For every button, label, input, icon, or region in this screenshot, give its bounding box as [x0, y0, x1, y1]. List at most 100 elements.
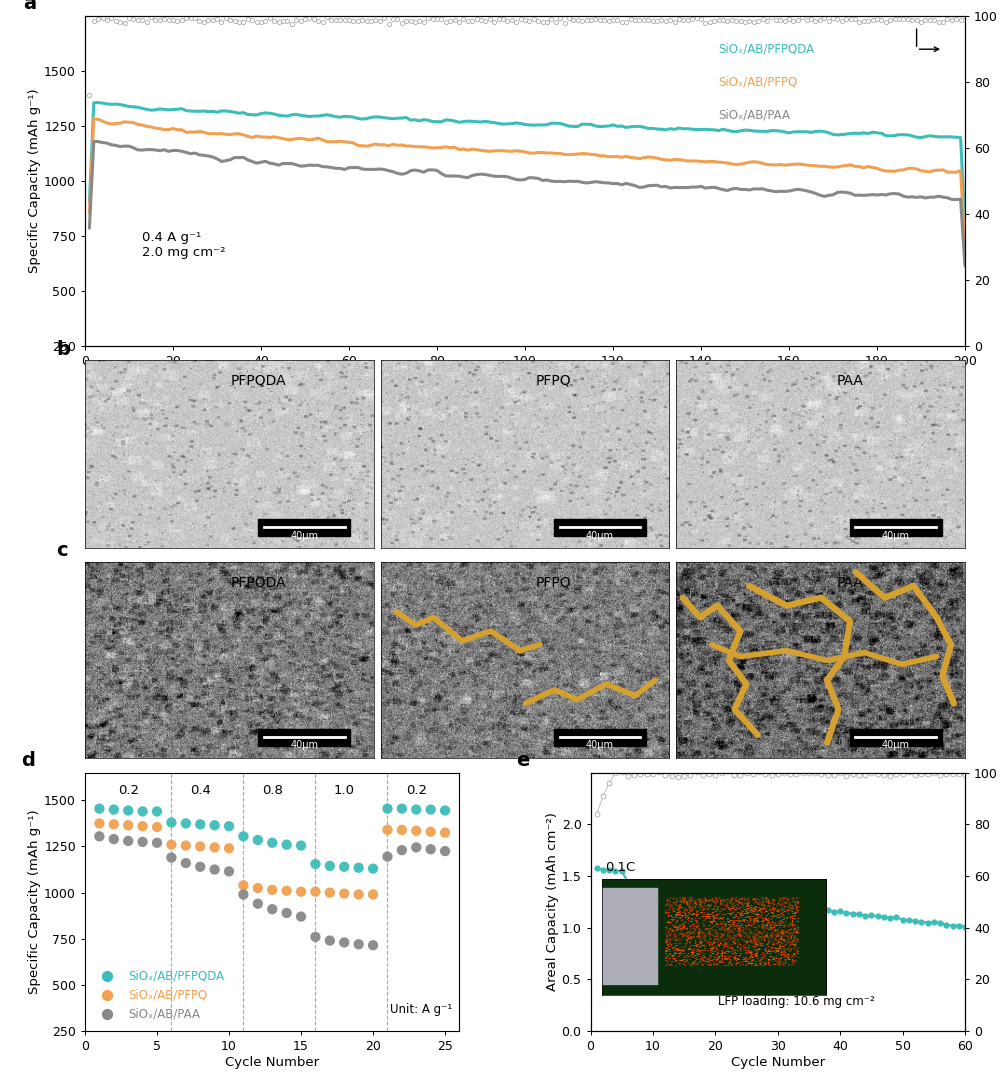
Text: PFPQ: PFPQ [536, 374, 572, 388]
Text: 40μm: 40μm [882, 741, 910, 751]
Point [106, 831, 122, 848]
Point [235, 886, 251, 903]
X-axis label: Cycle Number: Cycle Number [478, 370, 572, 383]
Point [408, 838, 424, 856]
Point [293, 837, 309, 854]
Point [322, 932, 338, 950]
Point [279, 904, 295, 922]
Point [120, 801, 136, 819]
Point [264, 901, 280, 918]
Text: 0.1C: 0.1C [606, 861, 636, 874]
X-axis label: Cycle Number: Cycle Number [731, 1056, 825, 1069]
Point [163, 849, 179, 866]
Point [279, 882, 295, 899]
Text: 40μm: 40μm [586, 741, 614, 751]
Point [135, 803, 151, 820]
Point [207, 838, 223, 856]
Point [221, 839, 237, 857]
Text: c: c [56, 542, 68, 560]
Point [163, 836, 179, 853]
Text: 0.2: 0.2 [118, 784, 139, 797]
Point [120, 832, 136, 849]
Point [192, 838, 208, 856]
Text: 40μm: 40μm [882, 531, 910, 540]
Y-axis label: Specific Capacity (mAh g⁻¹): Specific Capacity (mAh g⁻¹) [28, 89, 41, 273]
Text: e: e [516, 752, 529, 770]
Point [178, 837, 194, 854]
Point [408, 801, 424, 819]
Point [307, 883, 323, 900]
Text: PAA: PAA [836, 374, 863, 388]
Point [91, 827, 107, 845]
Point [437, 824, 453, 841]
Point [336, 934, 352, 951]
Bar [258, 729, 350, 746]
Point [178, 814, 194, 832]
Point [365, 886, 381, 903]
Text: 40μm: 40μm [290, 741, 318, 751]
Text: 0.2: 0.2 [406, 784, 427, 797]
Point [307, 856, 323, 873]
Point [394, 841, 410, 859]
Point [235, 876, 251, 893]
Point [365, 937, 381, 954]
Point [178, 854, 194, 872]
Bar [554, 520, 646, 536]
Point [394, 800, 410, 818]
Point [250, 879, 266, 897]
Text: 40μm: 40μm [586, 531, 614, 540]
Point [322, 884, 338, 901]
Point [336, 885, 352, 902]
Text: 0.4 A g⁻¹
2.0 mg cm⁻²: 0.4 A g⁻¹ 2.0 mg cm⁻² [142, 231, 226, 259]
Point [437, 801, 453, 819]
Point [221, 863, 237, 880]
Point [336, 858, 352, 875]
Point [264, 834, 280, 851]
Text: Unit: A g⁻¹: Unit: A g⁻¹ [390, 1003, 452, 1016]
Text: SiOₓ/AB/PFPQ: SiOₓ/AB/PFPQ [719, 76, 798, 89]
Text: 1.0: 1.0 [334, 784, 355, 797]
Point [91, 814, 107, 832]
Point [120, 817, 136, 834]
Point [293, 883, 309, 900]
Y-axis label: Specific Capacity (mAh g⁻¹): Specific Capacity (mAh g⁻¹) [28, 809, 41, 994]
Point [351, 886, 367, 903]
Point [365, 860, 381, 877]
Point [437, 843, 453, 860]
Text: 40μm: 40μm [290, 531, 318, 540]
Point [149, 819, 165, 836]
Point [423, 823, 439, 840]
Point [235, 827, 251, 845]
Point [351, 936, 367, 953]
Text: b: b [56, 340, 70, 358]
Point [423, 840, 439, 858]
Point [379, 848, 395, 865]
Point [135, 818, 151, 835]
Bar [850, 729, 942, 746]
Point [106, 815, 122, 833]
Point [379, 821, 395, 838]
Point [221, 818, 237, 835]
Point [192, 858, 208, 875]
Text: 0.8: 0.8 [262, 784, 283, 797]
Bar [258, 520, 350, 536]
Point [250, 832, 266, 849]
Point [163, 813, 179, 831]
Point [149, 834, 165, 851]
Text: d: d [21, 752, 35, 770]
Point [149, 803, 165, 820]
Point [293, 908, 309, 925]
Point [207, 861, 223, 878]
Point [91, 800, 107, 818]
Y-axis label: Areal Capacity (mAh cm⁻²): Areal Capacity (mAh cm⁻²) [546, 812, 559, 991]
Point [322, 857, 338, 874]
Point [135, 833, 151, 850]
Point [351, 859, 367, 876]
Point [379, 800, 395, 818]
Text: 0.2C: 0.2C [654, 884, 684, 897]
Text: PFPQ: PFPQ [536, 576, 572, 590]
Point [423, 801, 439, 819]
Text: SiOₓ/AB/PFPQDA: SiOₓ/AB/PFPQDA [719, 42, 815, 55]
Text: LFP loading: 10.6 mg cm⁻²: LFP loading: 10.6 mg cm⁻² [718, 995, 875, 1008]
Point [106, 801, 122, 819]
